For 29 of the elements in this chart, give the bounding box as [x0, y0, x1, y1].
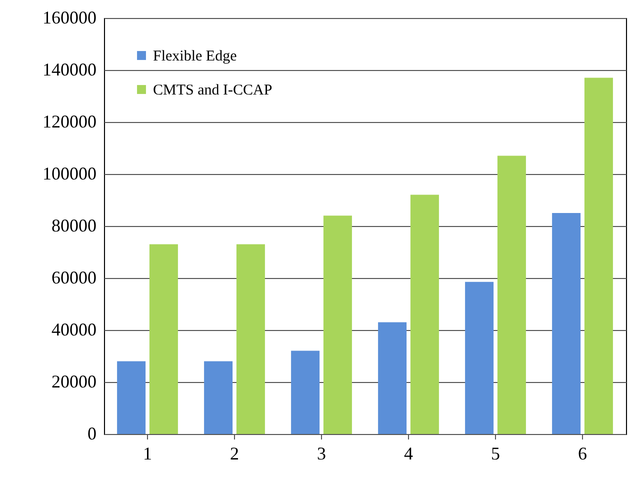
y-tick-label: 0 [88, 424, 96, 444]
x-tick-label: 4 [404, 444, 413, 464]
y-tick-label: 80000 [52, 216, 96, 236]
y-tick-label: 20000 [52, 372, 96, 392]
bar [497, 156, 526, 434]
y-tick-label: 40000 [52, 320, 96, 340]
bar [410, 194, 439, 434]
legend-label: CMTS and I-CCAP [153, 82, 272, 98]
x-tick-label: 3 [317, 444, 326, 464]
bar [149, 244, 178, 434]
x-tick-label: 1 [143, 444, 152, 464]
bar [291, 350, 320, 434]
bar [323, 216, 352, 434]
bar [117, 361, 146, 434]
bar [236, 244, 265, 434]
y-tick-label: 160000 [42, 8, 96, 28]
x-tick-label: 5 [491, 444, 500, 464]
x-tick-label: 2 [230, 444, 239, 464]
y-tick-label: 100000 [42, 164, 96, 184]
y-tick-label: 140000 [42, 60, 96, 80]
y-tick-label: 120000 [42, 112, 96, 132]
legend-label: Flexible Edge [153, 48, 238, 64]
bar [584, 78, 613, 434]
bar [378, 322, 407, 434]
bar [204, 361, 233, 434]
bar [465, 282, 494, 434]
bar [552, 213, 581, 434]
y-tick-label: 60000 [52, 268, 96, 288]
x-tick-label: 6 [578, 444, 587, 464]
